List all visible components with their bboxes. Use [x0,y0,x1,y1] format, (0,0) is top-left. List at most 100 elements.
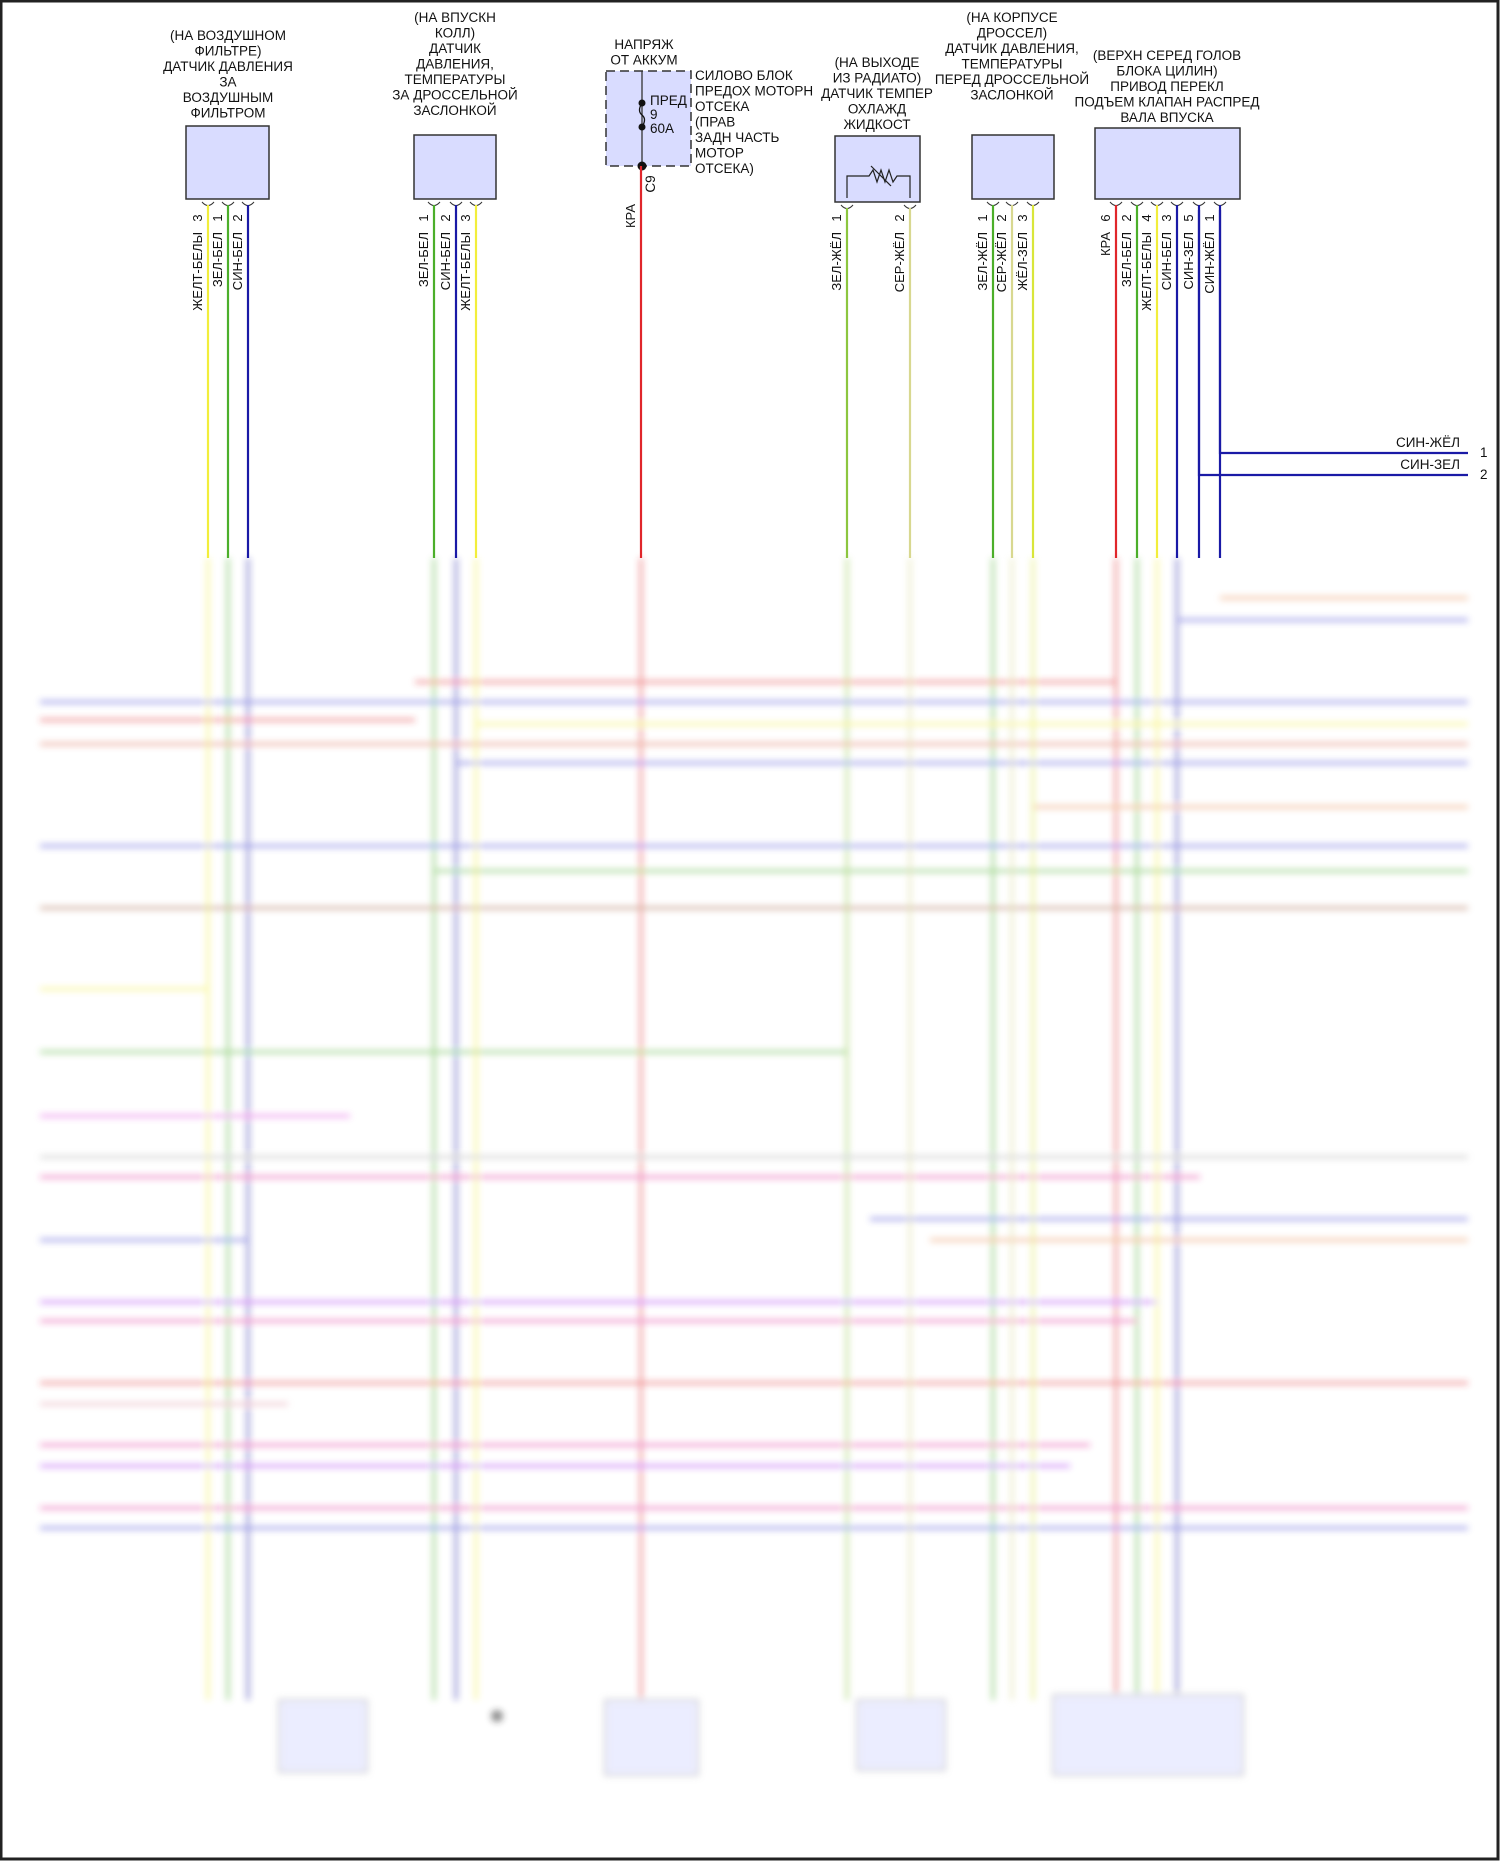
pin-number: 3 [1015,214,1030,221]
wire-label: ЗЕЛ-БЕЛ [210,232,225,287]
pin-terminal [427,201,441,206]
component-label: ЗА ДРОССЕЛЬНОЙ [392,88,517,103]
pin-terminal [1026,201,1040,206]
component-label: ДАВЛЕНИЯ, [416,57,494,72]
wire-label: СИН-ЗЕЛ [1400,457,1460,472]
connector-body [1052,1694,1244,1776]
pin-terminal [1150,201,1164,206]
pin-number: 2 [994,214,1009,221]
component-label: ДРОССЕЛ) [977,26,1047,41]
component-label: ИЗ РАДИАТО) [833,71,922,86]
pin-terminal [1170,201,1184,206]
component-label: ФИЛЬТРОМ [190,106,265,121]
pin-terminal [241,201,255,206]
wire-label: ЗЕЛ-БЕЛ [1119,232,1134,287]
wire-label: СИН-ЖЁЛ [1396,435,1460,450]
connector-body [856,1699,946,1771]
component-label: (ВЕРХН СЕРЕД ГОЛОВ [1093,48,1241,63]
fuse-box-label: ОТСЕКА [695,99,749,114]
pin-number: 5 [1181,214,1196,221]
wire-label: СЕР-ЖЁЛ [994,232,1009,292]
pin-number: 3 [458,214,473,221]
wire-label: ЗЕЛ-ЖЁЛ [829,232,844,291]
fuse-label: 9 [650,107,658,122]
fuse-box-label: МОТОР [695,146,744,161]
pin-number: 1 [416,214,431,221]
connector-body [834,135,921,203]
component-label: ПРИВОД ПЕРЕКЛ [1110,79,1224,94]
fuse-box-label: (ПРАВ [695,115,735,130]
component-label: ПОДЪЕМ КЛАПАН РАСПРЕД [1075,95,1260,110]
component-label: ПЕРЕД ДРОССЕЛЬНОЙ [935,72,1089,87]
wire [1197,210,1468,477]
pin-number: 3 [1159,214,1174,221]
wire-label: СИН-ЗЕЛ [1181,232,1196,290]
pin-terminal [469,201,483,206]
wire-label: СИН-БЕЛ [230,232,245,290]
component-label: ОТ АККУМ [610,53,677,68]
thermistor-icon [846,168,911,198]
component-label: ДАТЧИК [429,41,481,56]
fuse-label: 60А [650,121,674,136]
wire-label: КРА [1098,232,1113,256]
pin-number: 2 [230,214,245,221]
component-label: ЗАСЛОНКОЙ [970,88,1053,103]
wire-label: ЗЕЛ-ЖЁЛ [975,232,990,291]
pin-number: 3 [190,214,205,221]
intake-manifold-pressure-temp-sensor: (НА ВПУСКНКОЛЛ)ДАТЧИКДАВЛЕНИЯ,ТЕМПЕРАТУР… [392,10,518,558]
component-label: (НА ВПУСКН [414,10,496,25]
wire-label: СИН-БЕЛ [438,232,453,290]
component-label: ТЕМПЕРАТУРЫ [961,57,1062,72]
connector-body [185,125,270,200]
fuse-icon [638,102,646,128]
pin-number: 4 [1139,214,1154,221]
component-label: ФИЛЬТРЕ) [194,44,261,59]
pin-number: 2 [438,214,453,221]
pin-terminal [903,204,917,209]
wire-label: СЕР-ЖЁЛ [892,232,907,292]
fuse-box-label: СИЛОВО БЛОК [695,68,793,83]
thermistor-arrow [870,165,892,187]
component-label: ОХЛАЖД [848,102,906,117]
connector-id: C9 [643,175,658,192]
pin-terminal [1005,201,1019,206]
right-connector: СИН-ЖЁЛ 1 СИН-ЗЕЛ 2 [1197,210,1488,482]
pin-terminal [986,201,1000,206]
pin-number: 2 [1480,467,1488,482]
connector-body [604,1699,699,1776]
component-label: ВОЗДУШНЫМ [183,90,273,105]
pin-number: 1 [1480,445,1488,460]
wire-label: СИН-ЖЁЛ [1202,232,1217,294]
component-label: ЗАСЛОНКОЙ [413,103,496,118]
pin-number: 6 [1098,214,1113,221]
component-label: КОЛЛ) [435,26,475,41]
pin-terminal [201,201,215,206]
fuse-box-label: ЗАДН ЧАСТЬ [695,130,780,145]
pin-number: 1 [210,214,225,221]
blurred-diagram-section [40,558,1468,1776]
pin-terminal [1130,201,1144,206]
connector-body [278,1699,368,1773]
component-label: ДАТЧИК ТЕМПЕР [821,86,933,101]
pin-number: 1 [975,214,990,221]
pin-terminal [449,201,463,206]
pin-terminal [1213,201,1227,206]
component-label: (НА ВОЗДУШНОМ [170,28,286,43]
fuse-box-outline [605,70,692,167]
fuse-box-label: ОТСЕКА) [695,161,754,176]
component-label: НАПРЯЖ [614,37,674,52]
pin-terminal [840,204,854,209]
pin-number: 2 [1119,214,1134,221]
component-label: ДАТЧИК ДАВЛЕНИЯ, [945,41,1078,56]
wire-label: ЖЕЛТ-БЕЛЫ [1139,232,1154,311]
wire-label: ЖЕЛТ-БЕЛЫ [190,232,205,311]
wire-label: ЖЕЛТ-БЕЛЫ [458,232,473,311]
